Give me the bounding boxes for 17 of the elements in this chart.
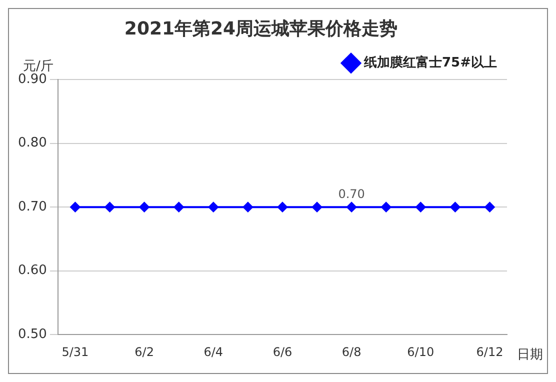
y-axis-title: 元/斤 (23, 58, 54, 74)
data-label: 0.70 (338, 187, 365, 202)
x-tick-label: 6/2 (134, 344, 154, 359)
chart-title: 2021年第24周运城苹果价格走势 (124, 18, 398, 40)
x-tick-label: 5/31 (62, 344, 89, 359)
x-tick-label: 6/6 (272, 344, 292, 359)
y-tick-label: 0.50 (18, 326, 47, 342)
y-tick-label: 0.90 (18, 72, 47, 87)
x-tick-label: 6/4 (204, 344, 224, 359)
x-tick-label: 6/12 (476, 344, 504, 359)
y-tick-label: 0.60 (18, 263, 47, 278)
y-tick-label: 0.80 (18, 136, 47, 151)
legend-label: 纸加膜红富士75#以上 (363, 54, 497, 70)
x-tick-label: 6/10 (407, 344, 434, 359)
x-axis-title: 日期 (517, 347, 543, 362)
x-tick-label: 6/8 (342, 344, 362, 359)
y-tick-label: 0.70 (18, 199, 47, 214)
